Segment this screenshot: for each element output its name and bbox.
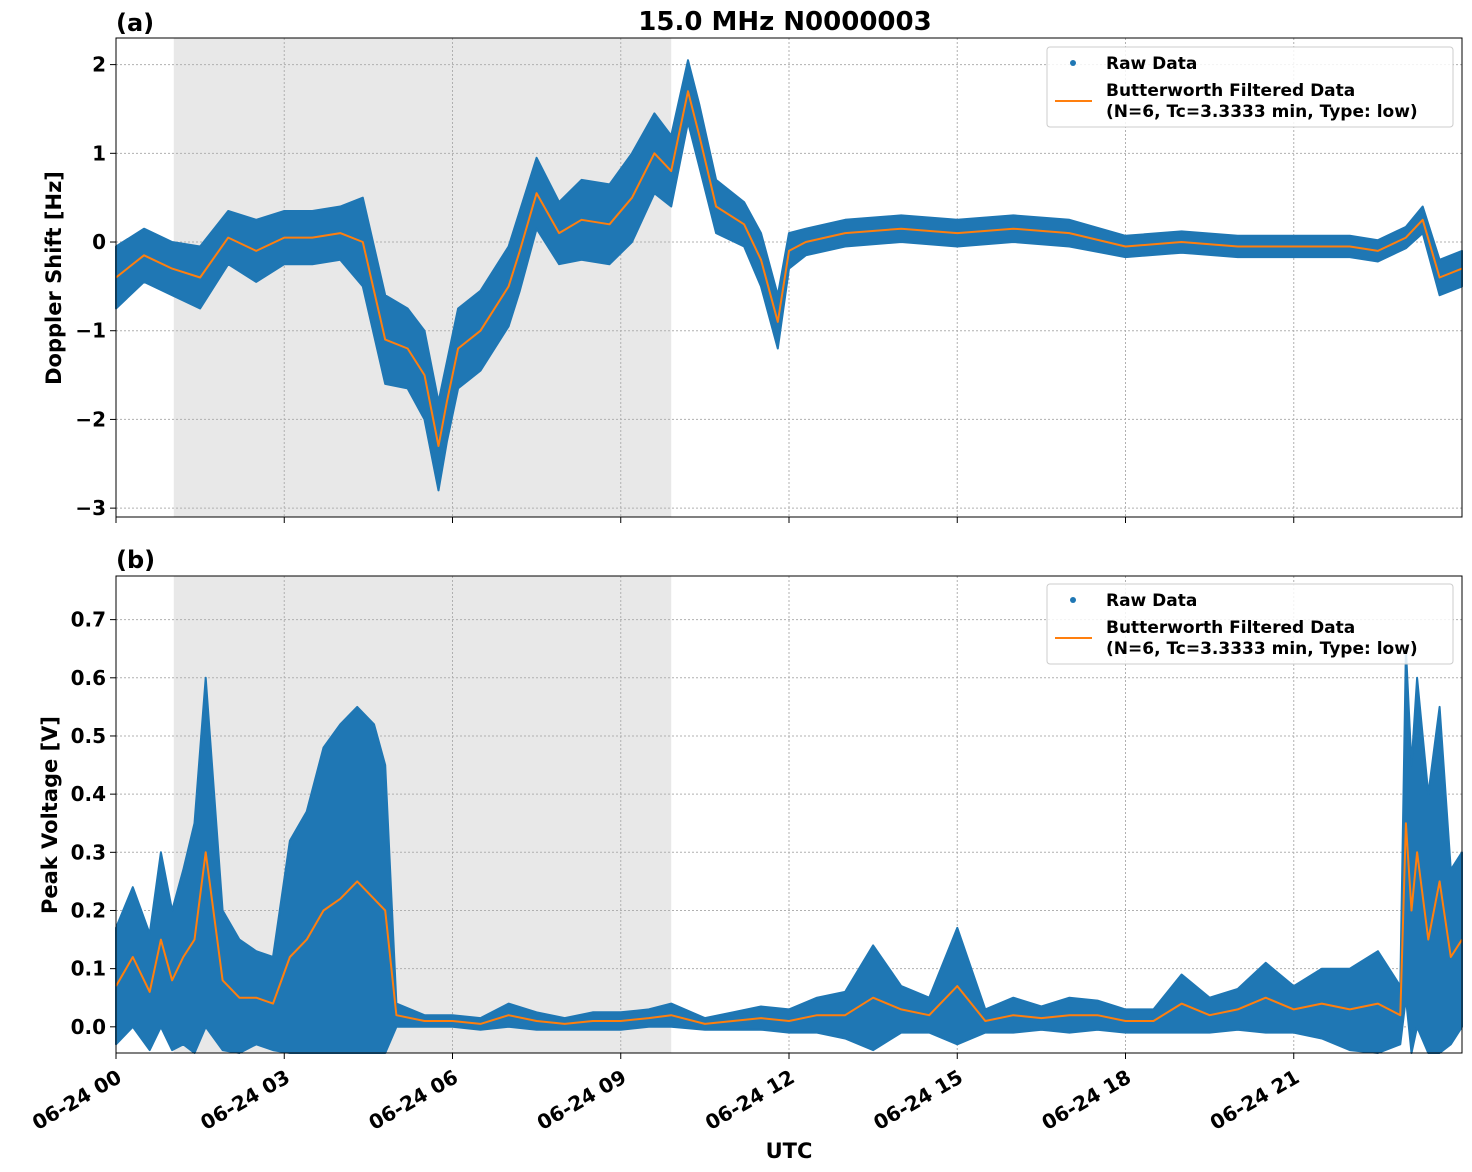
panel-a-x-ticks: [115, 517, 1295, 523]
y-tick-label: 0.0: [71, 1015, 106, 1039]
y-tick-label: 2: [92, 53, 106, 77]
panel-b-label: (b): [116, 546, 155, 574]
panel-b: (b) 0.0 0.1 0.2 0.3 0.4 0.5 0.6 0.7 Peak Voltag…: [38, 546, 1463, 1059]
x-tick-label: 06-24 18: [1037, 1065, 1135, 1135]
y-tick-label: −1: [75, 319, 106, 343]
y-tick-label: 0.7: [71, 608, 106, 632]
panel-b-ylabel: Peak Voltage [V]: [38, 716, 62, 914]
x-tick-label: 06-24 00: [28, 1065, 126, 1135]
y-tick-label: 1: [92, 141, 106, 165]
y-tick-label: 0.5: [71, 724, 106, 748]
panel-b-x-ticks: [115, 1053, 1295, 1059]
panel-a-legend-raw: Raw Data: [1106, 54, 1197, 74]
panel-b-legend-raw-marker: [1070, 597, 1076, 603]
x-tick-labels: 06-24 00 06-24 03 06-24 06 06-24 09 06-24 12…: [28, 1065, 1303, 1135]
x-tick-label: 06-24 12: [701, 1065, 799, 1135]
y-tick-label: 0.1: [71, 957, 106, 981]
y-tick-label: 0.6: [71, 666, 106, 690]
y-tick-label: −2: [75, 407, 106, 431]
panel-a-legend-filtered-1: Butterworth Filtered Data: [1106, 81, 1355, 101]
x-axis-label: UTC: [766, 1139, 813, 1163]
x-tick-label: 06-24 06: [364, 1065, 462, 1135]
panel-a-legend: Raw Data Butterworth Filtered Data (N=6,…: [1046, 46, 1454, 128]
panel-a-label: (a): [116, 9, 154, 37]
panel-a-y-ticks: 2 1 0 −1 −2 −3: [75, 53, 116, 520]
panel-b-y-ticks: 0.0 0.1 0.2 0.3 0.4 0.5 0.6 0.7: [71, 608, 116, 1039]
x-tick-label: 06-24 03: [196, 1065, 294, 1135]
y-tick-label: −3: [75, 496, 106, 520]
panel-b-legend-raw: Raw Data: [1106, 591, 1197, 611]
figure-title: 15.0 MHz N0000003: [638, 7, 931, 37]
panel-a-filtered-line: [115, 90, 1463, 447]
y-tick-label: 0.3: [71, 840, 106, 864]
x-tick-label: 06-24 09: [533, 1065, 631, 1135]
panel-a: (a) 2 1 0 −1 −2 −3 Doppler Shift [Hz] Raw Dat…: [42, 9, 1463, 523]
panel-b-legend: Raw Data Butterworth Filtered Data (N=6,…: [1046, 583, 1454, 665]
panel-a-legend-filtered-2: (N=6, Tc=3.3333 min, Type: low): [1106, 102, 1418, 122]
y-tick-label: 0.2: [71, 898, 106, 922]
y-tick-label: 0: [92, 230, 106, 254]
panel-b-legend-filtered-2: (N=6, Tc=3.3333 min, Type: low): [1106, 639, 1418, 659]
panel-b-filtered-line: [115, 822, 1463, 1025]
panel-a-ylabel: Doppler Shift [Hz]: [42, 171, 66, 385]
panel-a-legend-raw-marker: [1070, 60, 1076, 66]
panel-b-legend-filtered-1: Butterworth Filtered Data: [1106, 618, 1355, 638]
y-tick-label: 0.4: [71, 782, 106, 806]
x-tick-label: 06-24 15: [869, 1065, 967, 1135]
x-tick-label: 06-24 21: [1206, 1065, 1304, 1135]
